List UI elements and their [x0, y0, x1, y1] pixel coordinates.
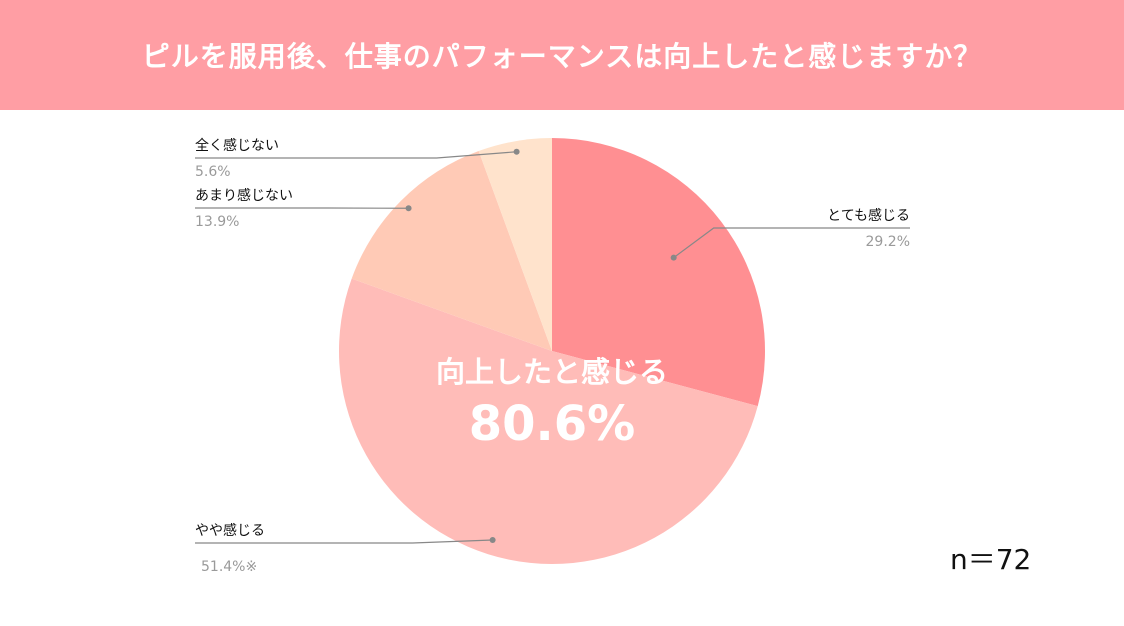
- callout-dot-2: [489, 536, 496, 543]
- callout-line-1: [673, 227, 910, 259]
- slice-value-2: 51.4%※: [201, 559, 257, 575]
- callout-line-4: [195, 151, 517, 159]
- pie-slice-4: [478, 138, 552, 351]
- pie-slice-2: [338, 278, 758, 565]
- slice-value-1: 29.2%: [866, 234, 910, 250]
- slice-value-4: 5.6%: [195, 164, 231, 180]
- callout-dot-4: [513, 148, 520, 155]
- callout-labels: とても感じる 29.2% やや感じる 51.4%※ あまり感じない 13.9% 全く感じない…: [195, 137, 910, 575]
- center-value: 80.6%: [469, 396, 636, 452]
- slice-label-3: あまり感じない: [195, 187, 293, 204]
- callout-dot-3: [405, 205, 412, 212]
- slice-label-2: やや感じる: [195, 522, 265, 539]
- callout-line-2: [195, 539, 493, 544]
- pie-slice-3: [351, 151, 552, 351]
- slice-label-1: とても感じる: [827, 207, 910, 224]
- header-banner: ピルを服用後、仕事のパフォーマンスは向上したと感じますか？: [0, 0, 1124, 110]
- center-label: 向上したと感じる: [436, 355, 668, 389]
- page-title: ピルを服用後、仕事のパフォーマンスは向上したと感じますか？: [141, 40, 983, 73]
- pie-slices: [338, 138, 765, 565]
- sample-size: n＝72: [950, 543, 1032, 576]
- slice-label-4: 全く感じない: [195, 137, 279, 154]
- slice-value-3: 13.9%: [195, 214, 239, 230]
- callout-dot-1: [670, 254, 677, 261]
- pie-slice-1: [552, 138, 765, 407]
